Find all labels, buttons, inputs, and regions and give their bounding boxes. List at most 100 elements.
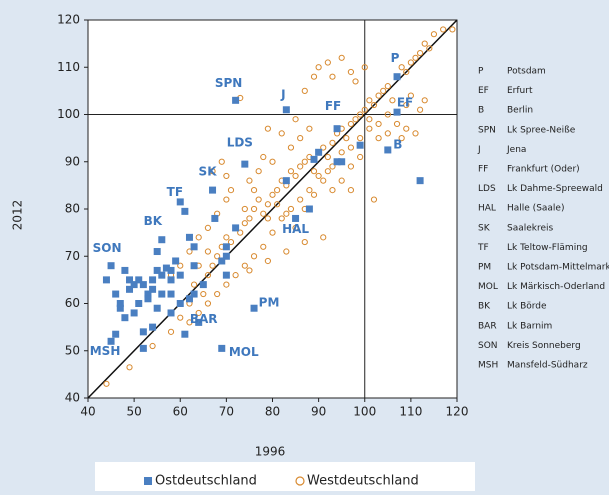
point-label: PM [259, 296, 280, 310]
legend-label: Ostdeutschland [155, 474, 257, 489]
key-name: Mansfeld-Südharz [507, 361, 588, 371]
key-name: Lk Dahme-Spreewald [507, 184, 603, 194]
point [162, 264, 170, 272]
key-code: SON [478, 341, 498, 351]
point [324, 153, 331, 161]
point [250, 205, 258, 213]
point [250, 253, 258, 260]
point [139, 281, 147, 289]
point [412, 54, 419, 61]
point [283, 210, 290, 217]
x-tick-label: 110 [399, 405, 422, 419]
point-label: BAR [190, 312, 218, 326]
point [403, 68, 410, 76]
key-code: EF [478, 86, 489, 96]
point [329, 187, 336, 194]
point [426, 45, 433, 52]
point [135, 276, 143, 284]
point [357, 135, 364, 142]
point [139, 328, 147, 336]
point [209, 186, 217, 194]
point [176, 271, 184, 279]
point [287, 144, 295, 151]
point [126, 276, 134, 284]
point [366, 125, 373, 132]
point [315, 148, 323, 156]
key-name: Saalekreis [507, 223, 554, 233]
point [185, 295, 193, 303]
x-tick-label: 90 [311, 405, 326, 419]
point [185, 233, 193, 241]
point [135, 300, 143, 307]
key-name: Halle (Saale) [507, 204, 565, 214]
point [352, 78, 359, 85]
point [380, 87, 387, 94]
x-axis-label: 1996 [255, 445, 286, 459]
point [283, 248, 290, 255]
point [103, 380, 110, 387]
point [310, 155, 318, 163]
point [222, 243, 230, 251]
point [153, 304, 161, 312]
point [246, 215, 253, 222]
point [195, 234, 202, 241]
point [149, 276, 157, 284]
point [107, 262, 115, 270]
point [269, 229, 276, 236]
point [130, 309, 138, 317]
key-name: Erfurt [507, 86, 533, 96]
key-code: TF [477, 243, 489, 253]
point [403, 101, 410, 109]
point [333, 125, 341, 133]
point [144, 295, 152, 303]
point-label: EF [397, 96, 413, 110]
point [250, 187, 258, 194]
point [375, 92, 382, 99]
point [384, 146, 392, 154]
point [246, 267, 253, 274]
point [190, 281, 198, 288]
point [158, 290, 166, 298]
y-tick-label: 80 [65, 202, 80, 216]
point [209, 168, 216, 175]
point-label: FF [325, 99, 341, 113]
point [153, 248, 161, 256]
key-name: Lk Potsdam-Mittelmark [507, 263, 609, 273]
point [112, 290, 120, 298]
point [264, 125, 271, 132]
key-name: Jena [506, 145, 526, 155]
point [186, 319, 193, 326]
point [315, 64, 322, 71]
point [158, 271, 166, 279]
point [347, 187, 355, 194]
point [282, 106, 290, 114]
key-code: MOL [478, 282, 498, 292]
x-tick-label: 120 [446, 405, 469, 419]
point [407, 92, 414, 99]
point [214, 290, 221, 298]
point [222, 271, 230, 279]
point [149, 342, 156, 350]
legend-marker [144, 477, 152, 485]
point [209, 262, 216, 269]
point [278, 130, 285, 137]
point [232, 224, 240, 232]
point [306, 187, 313, 194]
x-tick-label: 80 [265, 405, 280, 419]
point [357, 153, 364, 161]
point [199, 281, 207, 289]
legend-label: Westdeutschland [307, 474, 419, 489]
point [310, 191, 318, 198]
point [246, 177, 253, 184]
point [223, 281, 230, 288]
point-label: LDS [227, 136, 253, 150]
point [329, 163, 336, 170]
point [347, 144, 355, 151]
point [130, 281, 138, 289]
key-code: MSH [478, 361, 498, 371]
point [292, 214, 300, 222]
point [449, 26, 456, 33]
point [167, 266, 175, 274]
point [181, 330, 189, 338]
